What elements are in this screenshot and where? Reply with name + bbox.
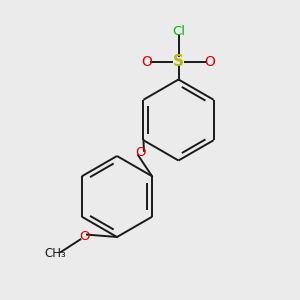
Text: CH₃: CH₃ [45,247,66,260]
Text: O: O [205,55,215,68]
Text: O: O [79,230,89,244]
Text: Cl: Cl [172,25,185,38]
Text: S: S [173,54,184,69]
Text: O: O [142,55,152,68]
Text: O: O [136,146,146,160]
